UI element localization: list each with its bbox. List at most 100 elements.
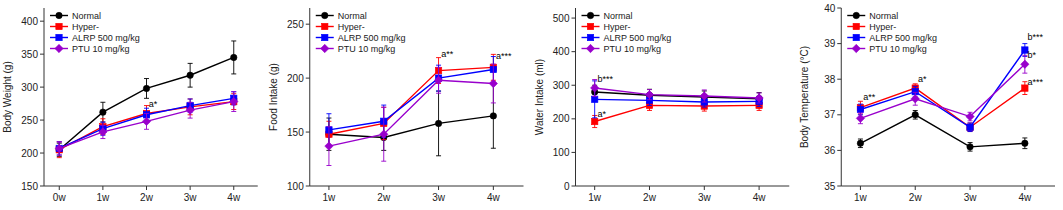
data-point — [100, 109, 106, 115]
x-axis-line — [576, 186, 790, 187]
data-point — [857, 106, 863, 112]
y-tick — [306, 186, 310, 187]
legend-marker — [321, 44, 329, 52]
series — [857, 111, 1028, 152]
y-tick-label: 200 — [21, 148, 38, 159]
x-tick — [146, 186, 147, 190]
series-line — [59, 102, 233, 150]
x-tick-label: 4w — [487, 192, 501, 203]
x-tick-label: 4w — [1018, 192, 1032, 203]
legend: NormalHyper-ALRP 500 mg/kgPTU 10 mg/kg — [316, 11, 406, 54]
y-tick-label: 350 — [21, 49, 38, 60]
data-point — [912, 112, 918, 118]
legend-label: PTU 10 mg/kg — [72, 44, 130, 54]
x-tick — [860, 186, 861, 190]
data-point — [434, 76, 442, 84]
series — [325, 64, 498, 165]
y-tick — [40, 21, 44, 22]
x-tick — [759, 186, 760, 190]
error-bar — [144, 79, 149, 99]
legend-marker — [587, 23, 593, 29]
data-point — [230, 97, 238, 105]
legend: NormalHyper-ALRP 500 mg/kgPTU 10 mg/kg — [50, 11, 140, 54]
x-tick-label: 3w — [964, 192, 978, 203]
legend-label: ALRP 500 mg/kg — [338, 33, 406, 43]
y-tick-label: 36 — [824, 145, 836, 156]
data-point — [700, 92, 708, 100]
y-tick-label: 400 — [21, 16, 38, 27]
x-tick — [594, 186, 595, 190]
annotation: a** — [863, 92, 876, 102]
panel: 1001502002501w2w3w4wFood Intake (g)a**a*… — [268, 8, 524, 203]
legend-marker — [587, 34, 593, 40]
y-tick-label: 400 — [553, 46, 570, 57]
data-point — [143, 85, 149, 91]
y-axis-label: Water Intake (ml) — [534, 59, 545, 135]
y-tick-label: 100 — [553, 147, 570, 158]
legend-label: PTU 10 mg/kg — [338, 44, 396, 54]
series-line — [59, 102, 233, 149]
y-tick-label: 300 — [21, 82, 38, 93]
error-bar — [858, 104, 863, 115]
y-tick — [837, 43, 841, 44]
data-point — [755, 94, 763, 102]
x-tick — [970, 186, 971, 190]
x-tick — [1024, 186, 1025, 190]
legend-label: Hyper- — [72, 22, 99, 32]
legend-marker — [56, 12, 62, 18]
legend-marker — [322, 12, 328, 18]
error-bar — [968, 123, 973, 132]
x-tick — [233, 186, 234, 190]
y-tick-label: 100 — [287, 181, 304, 192]
data-point — [967, 144, 973, 150]
x-tick-label: 0w — [53, 192, 67, 203]
y-tick — [572, 152, 576, 153]
legend-label: PTU 10 mg/kg — [869, 44, 927, 54]
legend: NormalHyper-ALRP 500 mg/kgPTU 10 mg/kg — [847, 11, 937, 54]
figure: 1502002503003504000w1w2w3w4wBody Weight … — [0, 0, 1063, 210]
x-tick-label: 3w — [432, 192, 446, 203]
data-point — [967, 124, 973, 130]
x-tick-label: 2w — [643, 192, 657, 203]
annotation: a* — [918, 74, 927, 84]
legend-label: Normal — [338, 11, 367, 21]
legend-marker — [56, 23, 62, 29]
x-tick — [704, 186, 705, 190]
series-line — [59, 57, 233, 149]
legend-marker — [852, 44, 860, 52]
series-line — [860, 64, 1024, 118]
series-line — [595, 99, 759, 102]
y-tick — [306, 78, 310, 79]
y-tick — [837, 186, 841, 187]
error-bar — [858, 139, 863, 148]
y-tick-label: 250 — [21, 115, 38, 126]
y-tick-label: 35 — [824, 181, 836, 192]
annotation: b* — [1028, 50, 1037, 60]
error-bar — [1022, 82, 1027, 95]
data-point — [187, 72, 193, 78]
y-tick-label: 300 — [553, 80, 570, 91]
x-tick-label: 1w — [588, 192, 602, 203]
x-tick-label: 1w — [96, 192, 110, 203]
legend-label: Normal — [869, 11, 898, 21]
x-tick-label: 2w — [377, 192, 391, 203]
y-tick-label: 39 — [824, 38, 836, 49]
legend-marker — [586, 44, 594, 52]
y-tick — [40, 153, 44, 154]
panel: 1502002503003504000w1w2w3w4wBody Weight … — [2, 8, 258, 203]
annotation: b*** — [1028, 32, 1044, 42]
series — [857, 44, 1028, 132]
y-tick — [837, 150, 841, 151]
legend-marker — [322, 23, 328, 29]
error-bar — [100, 102, 105, 122]
y-axis-label: Body Weight (g) — [2, 61, 13, 133]
y-tick-label: 0 — [564, 181, 570, 192]
legend-marker — [587, 12, 593, 18]
data-point — [856, 114, 864, 122]
x-tick-label: 4w — [753, 192, 767, 203]
series — [326, 54, 497, 147]
x-tick — [383, 186, 384, 190]
y-tick — [837, 79, 841, 80]
data-point — [186, 106, 194, 114]
legend-marker — [322, 34, 328, 40]
